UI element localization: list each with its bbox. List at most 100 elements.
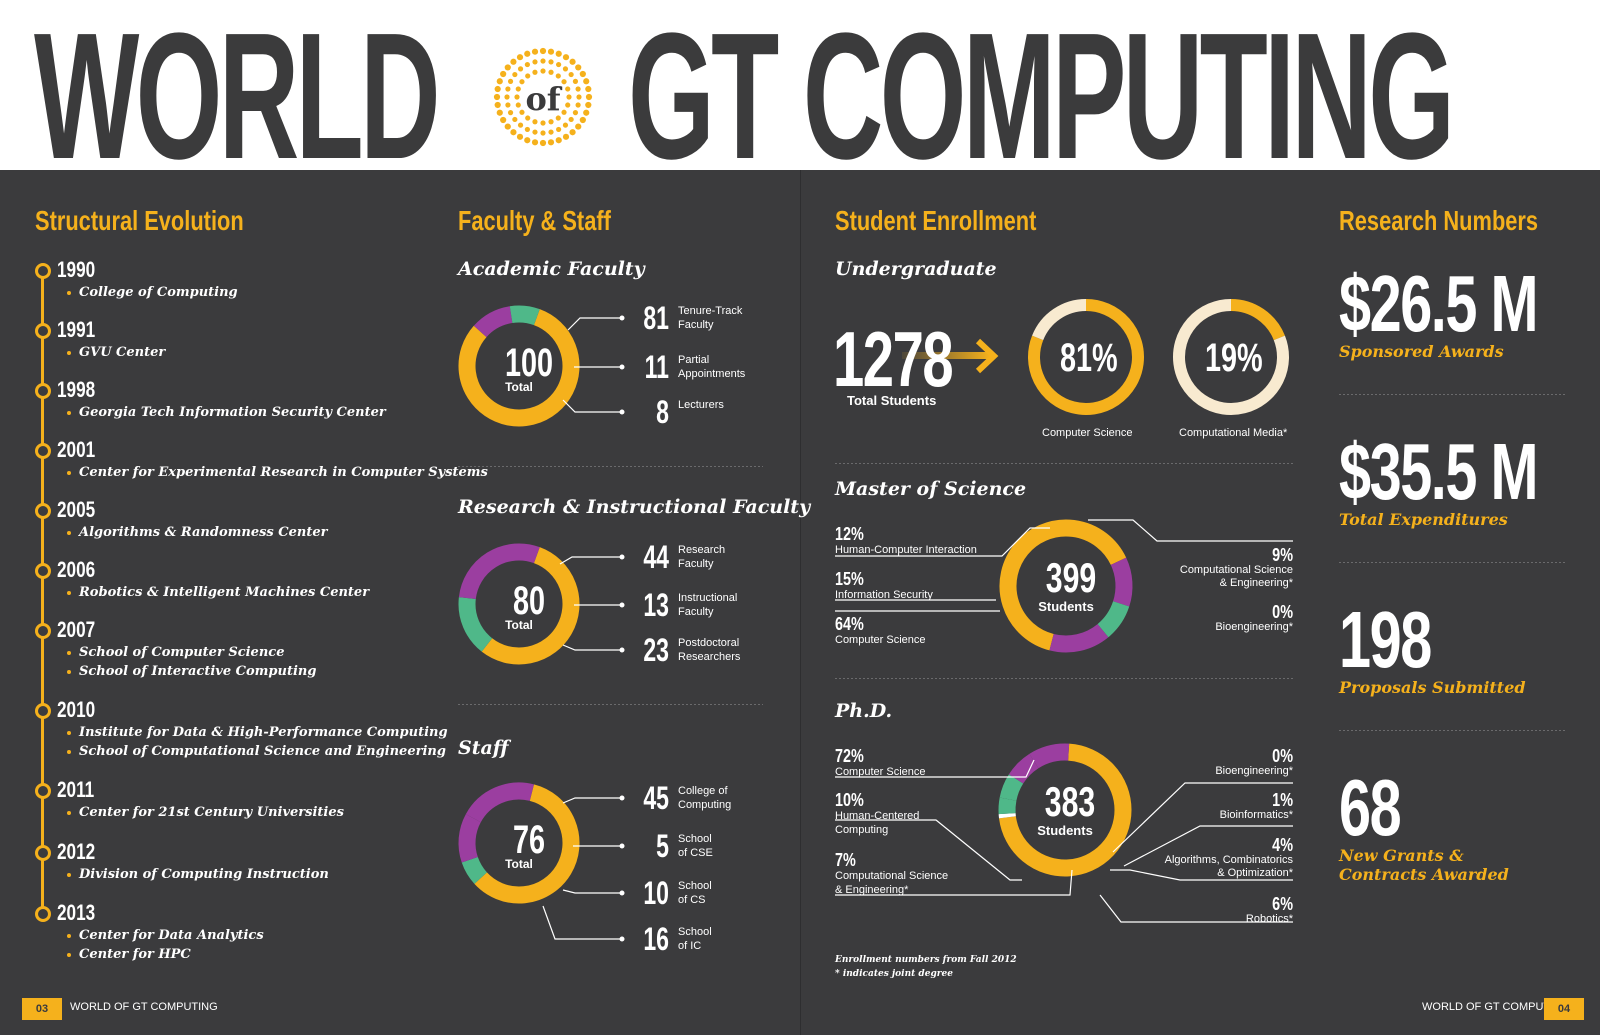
leader-dot <box>619 843 625 849</box>
divider <box>458 466 763 467</box>
emblem-dot <box>532 119 538 125</box>
staff-donut <box>458 782 580 904</box>
timeline-item: Algorithms & Randomness Center <box>66 525 328 540</box>
research-faculty-title: Research & Instructional Faculty <box>458 496 811 518</box>
phd-right-label: Bioengineering* <box>1215 765 1293 777</box>
emblem-dot <box>548 69 554 75</box>
staff-count-label: School of CSE <box>678 833 713 859</box>
emblem-dot <box>510 58 517 65</box>
timeline-year: 1990 <box>57 257 96 282</box>
timeline-dot <box>35 503 51 519</box>
ms-right-label: Bioengineering* <box>1215 621 1293 633</box>
research-donut <box>458 543 580 665</box>
staff-title: Staff <box>458 737 509 759</box>
research-numbers-title: Research Numbers <box>1339 205 1539 236</box>
staff-count-label: School of CS <box>678 880 712 906</box>
research-donut-segment <box>481 547 580 665</box>
phd-right-percent: 6% <box>1272 894 1293 914</box>
divider <box>835 463 1293 464</box>
timeline-line <box>41 268 44 911</box>
emblem-dot <box>524 61 530 68</box>
timeline-item: Robotics & Intelligent Machines Center <box>66 585 370 600</box>
emblem-dot <box>494 85 501 93</box>
timeline-item: School of Interactive Computing <box>66 664 317 679</box>
research-donut-segment <box>458 543 540 600</box>
page-spine <box>800 170 801 1035</box>
research-count: 23 <box>643 632 669 668</box>
footer-title-left: WORLD OF GT COMPUTING <box>70 1001 218 1013</box>
emblem-dot <box>516 133 524 140</box>
leader-dot <box>619 409 625 415</box>
timeline-year: 2011 <box>57 777 95 802</box>
emblem-dot <box>540 130 546 136</box>
phd-right-percent: 4% <box>1272 835 1293 855</box>
staff-total-label: Total <box>505 857 533 871</box>
research-total: 80 <box>512 579 546 623</box>
emblem-dot <box>548 129 554 135</box>
timeline-dot <box>35 783 51 799</box>
academic-count-label: Tenure-Track Faculty <box>678 305 743 331</box>
emblem-dot <box>519 79 525 85</box>
phd-right-percent: 0% <box>1272 746 1293 766</box>
leader-dot <box>619 890 625 896</box>
emblem-dot <box>496 78 503 85</box>
of-emblem: of <box>493 47 593 147</box>
ms-left-label: Information Security <box>835 589 933 601</box>
research-label: Total Expenditures <box>1339 510 1508 529</box>
staff-donut-segment <box>461 856 488 884</box>
research-count-label: Instructional Faculty <box>678 592 738 618</box>
emblem-dot <box>524 50 531 57</box>
phd-donut-segment <box>999 774 1024 802</box>
cs-label: Computer Science <box>1042 427 1133 439</box>
timeline-dot <box>35 845 51 861</box>
cs-donut <box>1028 299 1144 415</box>
ms-donut-segment <box>1097 600 1130 638</box>
research-leader <box>562 644 622 651</box>
emblem-dot <box>562 66 569 72</box>
academic-count: 8 <box>656 394 669 430</box>
ms-left-percent: 64% <box>835 614 864 634</box>
page-number-right: 04 <box>1544 998 1584 1020</box>
footer-title-right: WORLD OF GT COMPUTING <box>1422 1001 1570 1013</box>
ms-left-label: Computer Science <box>835 634 926 646</box>
emblem-dot <box>556 126 562 133</box>
cm-donut-segment <box>1173 299 1289 415</box>
phd-left-label: Computational Science & Engineering* <box>835 870 949 896</box>
emblem-dot <box>579 116 586 124</box>
timeline-year: 2001 <box>57 437 96 462</box>
emblem-dot <box>517 122 524 128</box>
emblem-dot <box>575 64 582 71</box>
emblem-dot <box>514 94 520 100</box>
emblem-dot <box>572 110 579 116</box>
academic-donut-segment <box>473 306 513 338</box>
emblem-dot <box>507 78 514 84</box>
staff-count: 16 <box>643 921 669 957</box>
emblem-dot <box>579 70 586 78</box>
leader-dot <box>619 315 625 321</box>
emblem-dot <box>555 50 562 57</box>
timeline-dot <box>35 906 51 922</box>
masthead-gt-computing: GT COMPUTING <box>628 0 1455 197</box>
phd-donut-segment <box>999 743 1132 877</box>
phd-left-percent: 10% <box>835 790 864 810</box>
emblem-dot <box>500 116 507 124</box>
staff-count-label: College of Computing <box>678 785 732 811</box>
emblem-dot <box>524 126 530 133</box>
timeline-item: School of Computational Science and Engi… <box>67 744 446 759</box>
emblem-dot <box>505 102 511 108</box>
research-value: 68 <box>1339 763 1402 852</box>
emblem-dot <box>572 78 579 84</box>
research-total-label: Total <box>505 618 533 632</box>
undergrad-title: Undergraduate <box>835 258 997 280</box>
emblem-dot <box>504 94 510 100</box>
emblem-dot <box>585 85 592 93</box>
academic-donut-segment <box>458 309 580 427</box>
leader-dot <box>619 647 625 653</box>
ms-right-percent: 0% <box>1272 602 1293 622</box>
phd-left-label: Human-Centered Computing <box>835 810 920 836</box>
timeline-item: College of Computing <box>67 285 238 300</box>
research-donut-segment <box>458 597 493 652</box>
masthead-of: of <box>525 80 562 118</box>
emblem-dot <box>540 68 546 74</box>
timeline-dot <box>35 563 51 579</box>
